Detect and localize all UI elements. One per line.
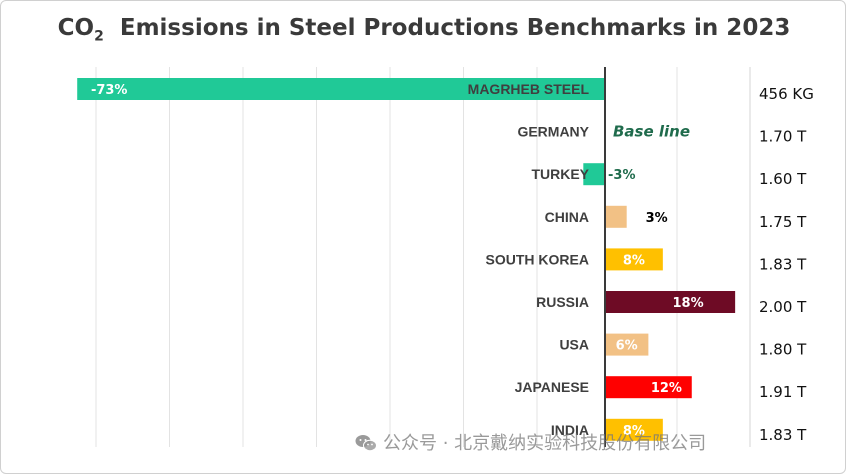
category-label: INDIA [551, 422, 589, 438]
bar-magrheb-steel [77, 78, 605, 100]
wechat-icon [355, 435, 377, 452]
category-label: JAPANESE [515, 379, 589, 395]
emission-value-label: 1.60 T [759, 170, 807, 188]
data-label: 8% [623, 253, 645, 268]
category-label: USA [559, 337, 589, 353]
data-label: 8% [623, 424, 645, 439]
category-label: TURKEY [531, 166, 589, 182]
baseline-label: Base line [613, 123, 690, 141]
emission-value-label: 1.83 T [759, 426, 807, 444]
watermark: 公众号 · 北京戴纳实验科技股份有限公司 [355, 429, 706, 455]
category-label: RUSSIA [536, 294, 589, 310]
data-label: -3% [608, 168, 635, 183]
emission-value-label: 1.91 T [759, 383, 807, 401]
bar-usa [605, 333, 649, 356]
category-label: GERMANY [517, 124, 589, 140]
bar-japanese [605, 376, 692, 399]
title-subscript: 2 [94, 28, 104, 45]
watermark-text: 公众号 · 北京戴纳实验科技股份有限公司 [383, 433, 707, 454]
data-label: 12% [651, 381, 682, 396]
emission-value-label: 1.80 T [759, 341, 807, 359]
title-prefix: CO [57, 15, 95, 41]
emission-value-label: 1.70 T [759, 128, 807, 146]
category-label: SOUTH KOREA [486, 251, 589, 267]
category-label: MAGRHEB STEEL [468, 81, 590, 97]
data-label: 6% [616, 339, 638, 354]
emission-value-label: 456 KG [759, 85, 814, 103]
title-rest: Emissions in Steel Productions Benchmark… [119, 15, 791, 41]
bar-india [605, 418, 663, 441]
data-label: 18% [673, 296, 704, 311]
bar-south-korea [605, 248, 663, 271]
emission-value-label: 2.00 T [759, 298, 807, 316]
data-label: -73% [91, 83, 128, 98]
emission-value-label: 1.83 T [759, 255, 807, 273]
data-label: 3% [646, 211, 668, 226]
bar-russia [605, 291, 736, 313]
bar-china [605, 205, 627, 228]
bar-turkey [583, 163, 605, 186]
chart-title: CO2 Emissions in Steel Productions Bench… [1, 15, 845, 45]
category-label: CHINA [545, 209, 589, 225]
emission-value-label: 1.75 T [759, 213, 807, 231]
